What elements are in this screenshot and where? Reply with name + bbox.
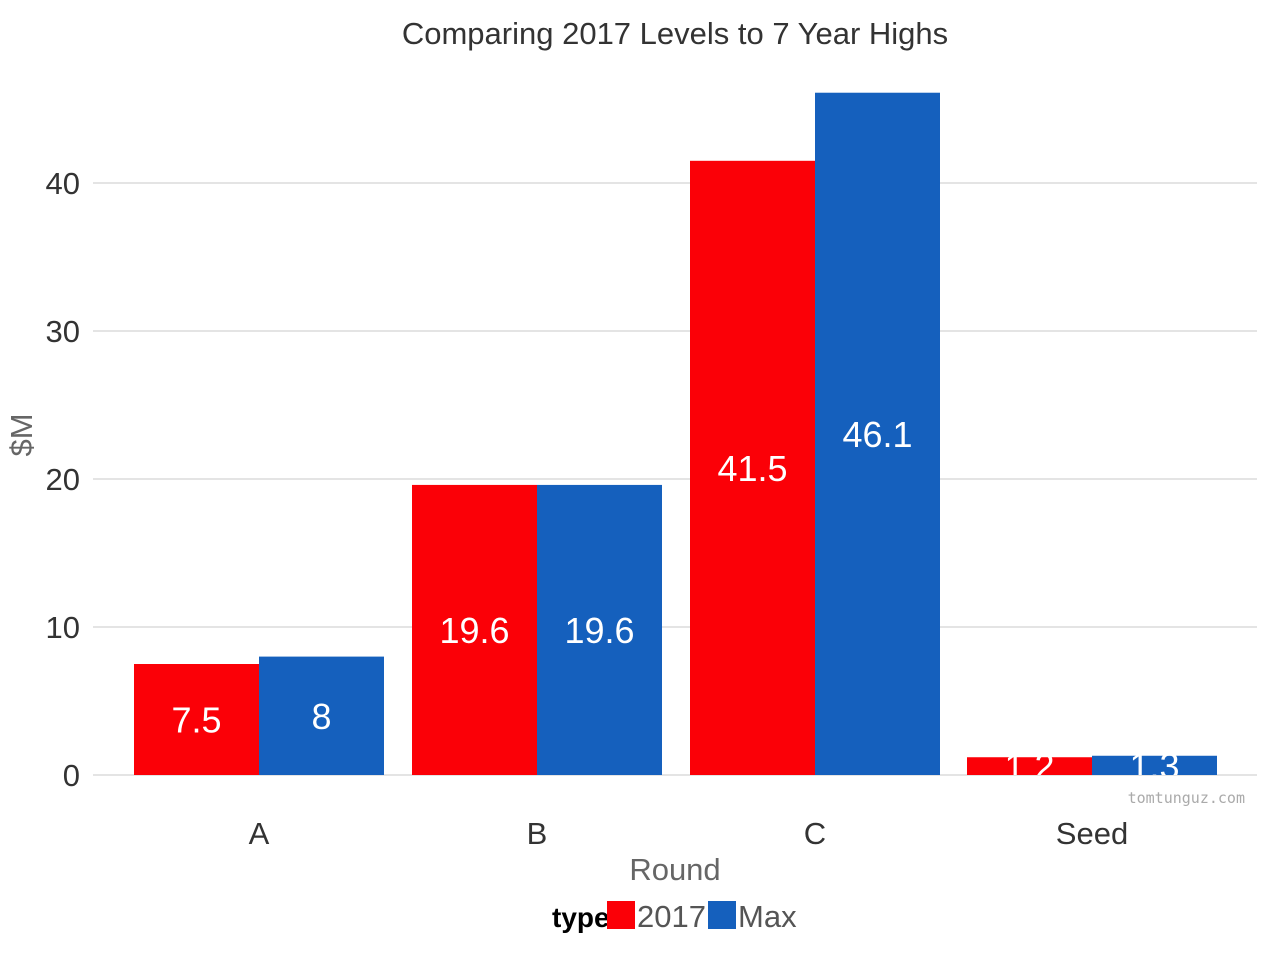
y-tick-label: 10 <box>46 610 80 645</box>
legend-title: type <box>552 902 610 933</box>
legend: type 2017 Max <box>552 899 797 934</box>
x-tick-label: A <box>249 816 270 851</box>
bar-max-seed <box>1092 755 1217 775</box>
bar-2017-b <box>412 484 537 775</box>
bars <box>134 92 1217 776</box>
chart-title: Comparing 2017 Levels to 7 Year Highs <box>402 16 948 51</box>
bar-2017-seed <box>967 757 1092 775</box>
y-tick-label: 20 <box>46 462 80 497</box>
x-axis-title: Round <box>629 852 720 887</box>
bar-value-label: 1.2 <box>1004 746 1054 787</box>
bar-value-label: 1.3 <box>1129 745 1179 786</box>
bar-max-b <box>537 484 662 775</box>
bar-max-a <box>259 656 384 775</box>
bar-value-label: 8 <box>311 696 331 737</box>
bar-value-label: 19.6 <box>564 610 634 651</box>
y-tick-label: 0 <box>63 758 80 793</box>
bar-value-label: 46.1 <box>842 414 912 455</box>
bar-2017-a <box>134 664 259 775</box>
legend-swatch-max <box>708 901 736 929</box>
y-axis-title: $M <box>4 413 39 456</box>
x-tick-label: C <box>804 816 826 851</box>
bar-labels: 7.5 8 19.6 19.6 41.5 46.1 1.2 1.3 <box>171 414 1179 787</box>
bar-value-label: 41.5 <box>717 448 787 489</box>
legend-label-2017: 2017 <box>637 899 706 934</box>
y-tick-label: 30 <box>46 314 80 349</box>
legend-swatch-2017 <box>607 901 635 929</box>
bar-max-c <box>815 92 940 776</box>
x-tick-label: Seed <box>1056 816 1128 851</box>
y-tick-label: 40 <box>46 166 80 201</box>
bar-value-label: 19.6 <box>439 610 509 651</box>
watermark-text: tomtunguz.com <box>1128 789 1245 807</box>
x-axis-ticks: A B C Seed <box>249 816 1129 851</box>
x-tick-label: B <box>527 816 548 851</box>
bar-2017-c <box>690 160 815 776</box>
y-axis-ticks: 0 10 20 30 40 <box>46 166 80 793</box>
bar-value-label: 7.5 <box>171 700 221 741</box>
legend-label-max: Max <box>738 899 797 934</box>
